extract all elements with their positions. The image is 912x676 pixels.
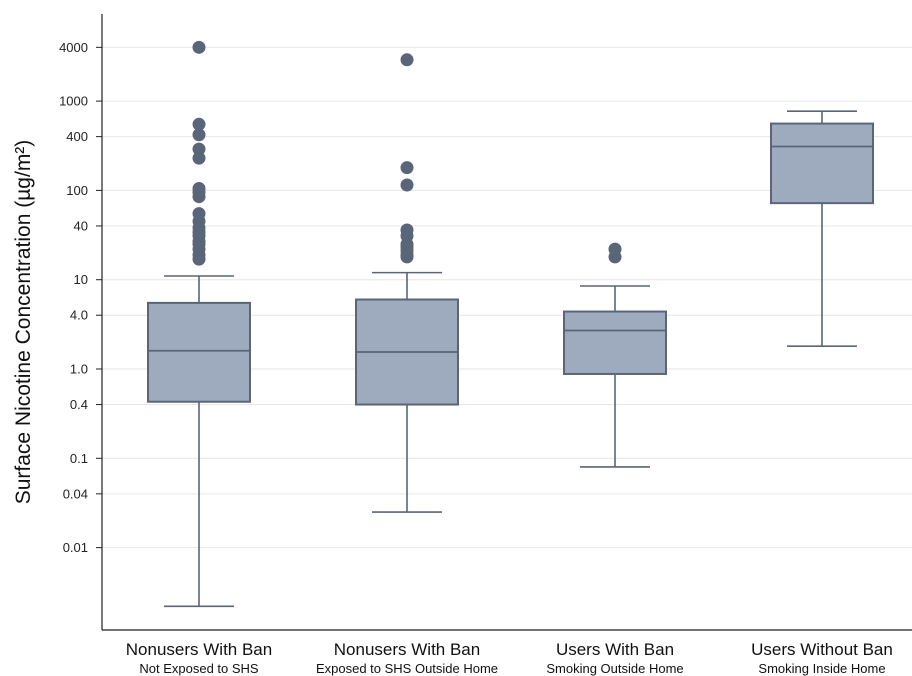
iqr-box — [147, 301, 251, 403]
category-sublabel: Smoking Inside Home — [758, 661, 885, 676]
box-group — [770, 110, 874, 348]
y-axis-title: Surface Nicotine Concentration (µg/m²) — [12, 140, 35, 505]
outlier-point — [608, 250, 622, 264]
outlier-point — [400, 250, 414, 264]
outlier-point — [400, 178, 414, 192]
y-ticks: 0.01 0.04 0.1 0.4 1.0 4.0 10 40 100 400 1000 4000 — [59, 40, 102, 555]
x-category-labels: Nonusers With Ban Not Exposed to SHS Nonus… — [126, 640, 893, 676]
y-tick-label: 4000 — [59, 40, 88, 55]
outlier-point — [192, 142, 206, 156]
category-sublabel: Not Exposed to SHS — [139, 661, 259, 676]
y-tick-label: 4.0 — [70, 308, 88, 323]
y-tick-label: 1.0 — [70, 362, 88, 377]
outlier-point — [192, 128, 206, 142]
y-tick-label: 400 — [66, 129, 88, 144]
y-tick-label: 0.1 — [70, 451, 88, 466]
y-tick-label: 0.01 — [63, 540, 88, 555]
outlier-point — [192, 117, 206, 131]
outlier-point — [400, 53, 414, 67]
outlier-point — [192, 151, 206, 165]
box-group — [563, 242, 667, 468]
outlier-point — [192, 252, 206, 266]
axes — [101, 14, 912, 631]
category-label: Users Without Ban — [751, 640, 893, 659]
y-tick-label: 10 — [74, 272, 88, 287]
outlier-point — [192, 190, 206, 204]
category-sublabel: Exposed to SHS Outside Home — [316, 661, 498, 676]
y-tick-label: 0.04 — [63, 486, 88, 501]
outlier-point — [192, 40, 206, 54]
outlier-point — [400, 161, 414, 175]
category-label: Users With Ban — [556, 640, 674, 659]
category-sublabel: Smoking Outside Home — [546, 661, 683, 676]
y-tick-label: 0.4 — [70, 397, 88, 412]
y-tick-label: 40 — [74, 218, 88, 233]
boxes — [147, 40, 874, 608]
iqr-box — [770, 122, 874, 205]
box-group — [147, 40, 251, 608]
category-label: Nonusers With Ban — [126, 640, 272, 659]
category-label: Nonusers With Ban — [334, 640, 480, 659]
y-tick-label: 100 — [66, 183, 88, 198]
iqr-box — [563, 310, 667, 375]
box-group — [355, 53, 459, 513]
grid-lines — [102, 46, 912, 549]
y-tick-label: 1000 — [59, 94, 88, 109]
